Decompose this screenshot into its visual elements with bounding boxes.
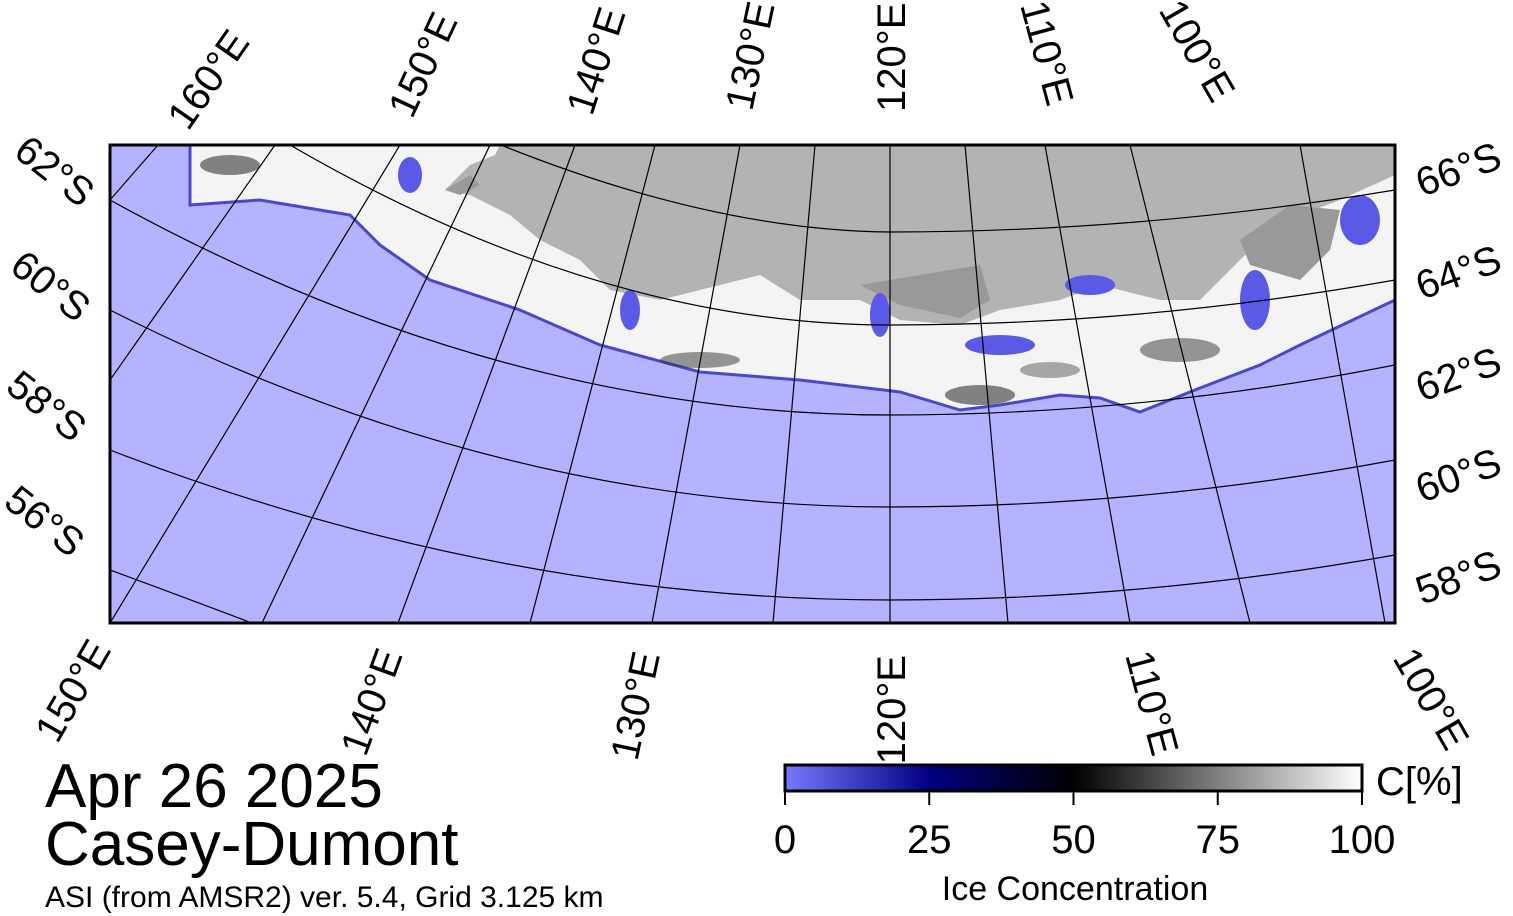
lon-label: 160°E	[159, 22, 258, 137]
lon-label: 100°E	[1384, 641, 1477, 758]
lon-label: 120°E	[870, 3, 914, 112]
colorbar-ramp	[783, 763, 1364, 793]
map-frame	[108, 143, 1397, 625]
lat-label: 60°S	[1410, 440, 1507, 511]
ice-texture	[200, 155, 1220, 405]
lon-label: 110°E	[1011, 0, 1081, 110]
lon-label: 140°E	[333, 643, 412, 761]
open-water-patches	[398, 157, 1380, 355]
graticule	[110, 145, 1395, 623]
lat-label: 58°S	[1410, 542, 1507, 613]
lat-label: 58°S	[0, 362, 94, 450]
lon-label: 120°E	[870, 655, 914, 764]
lon-label: 150°E	[380, 6, 466, 124]
lat-label: 62°S	[6, 127, 102, 215]
lon-label: 130°E	[718, 0, 784, 114]
lat-label: 62°S	[1410, 339, 1507, 410]
region-title: Casey-Dumont	[45, 810, 458, 879]
lat-label: 60°S	[2, 242, 98, 330]
subtitle: ASI (from AMSR2) ver. 5.4, Grid 3.125 km	[45, 881, 604, 914]
date-title: Apr 26 2025	[45, 752, 383, 821]
ice-shelf	[445, 175, 1340, 318]
land	[445, 145, 1395, 325]
lon-label: 110°E	[1116, 646, 1186, 760]
lon-label: 140°E	[559, 2, 635, 120]
colorbar-label: Ice Concentration	[942, 870, 1209, 908]
map-area	[110, 145, 1395, 623]
colorbar-unit: C[%]	[1376, 760, 1463, 804]
lat-label: 66°S	[1410, 134, 1507, 205]
lat-label: 56°S	[0, 477, 92, 565]
colorbar-tick-label: 75	[1196, 818, 1241, 862]
lon-label: 130°E	[603, 648, 669, 764]
colorbar-tick-label: 25	[907, 818, 952, 862]
colorbar: C[%] Ice Concentration 0 25 50 75 100	[774, 760, 1463, 908]
lat-label: 64°S	[1410, 237, 1507, 308]
lon-label: 100°E	[1150, 0, 1243, 109]
colorbar-tick-label: 0	[774, 818, 796, 862]
colorbar-tick-label: 50	[1051, 818, 1096, 862]
colorbar-tick-label: 100	[1329, 818, 1396, 862]
lon-label: 150°E	[27, 633, 120, 750]
